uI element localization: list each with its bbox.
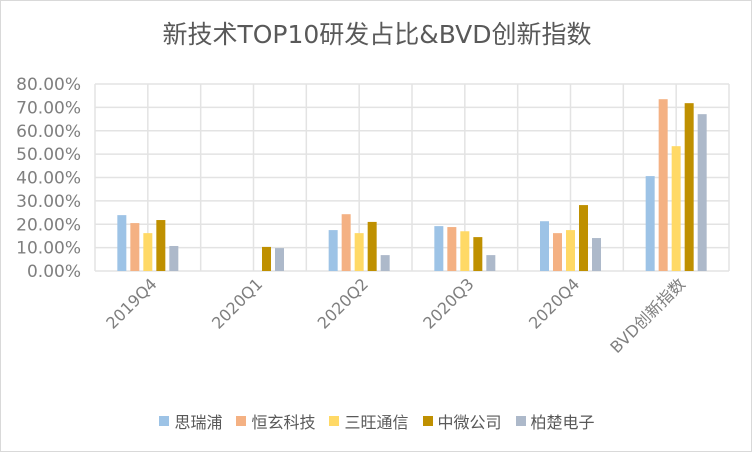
legend-item: 柏楚电子 [515,409,595,433]
bar-三旺通信 [566,230,575,271]
legend-label: 思瑞浦 [174,413,223,432]
x-tick-label: 2020Q1 [208,274,266,332]
bar-思瑞浦 [645,176,655,271]
bar-恒玄科技 [130,223,140,271]
bar-中微公司 [473,237,483,271]
bar-中微公司 [156,220,166,271]
y-tick-label: 70.00% [16,98,81,118]
bar-柏楚电子 [697,114,707,271]
legend-label: 三旺通信 [344,413,409,432]
legend: 思瑞浦 恒玄科技 三旺通信 中微公司 柏楚电子 [1,409,751,433]
y-tick-label: 0.00% [27,262,81,282]
legend-swatch [515,416,526,426]
legend-swatch [422,416,433,426]
legend-swatch [236,416,247,426]
y-tick-label: 50.00% [16,145,81,165]
bar-思瑞浦 [117,215,127,271]
legend-item: 恒玄科技 [236,409,315,433]
bar-恒玄科技 [341,214,351,271]
y-tick-label: 60.00% [16,122,81,142]
bar-恒玄科技 [447,227,457,271]
bar-柏楚电子 [275,248,284,271]
y-tick-label: 80.00% [16,75,81,95]
bar-三旺通信 [354,233,364,271]
bar-中微公司 [262,246,271,271]
y-tick-label: 20.00% [16,215,81,235]
x-tick-label: BVD创新指数 [606,274,689,357]
bar-思瑞浦 [328,230,338,271]
x-tick-label: 2020Q4 [525,274,583,332]
x-tick-label: 2020Q3 [419,274,477,332]
legend-swatch [159,416,170,426]
bar-柏楚电子 [592,238,601,271]
bar-中微公司 [684,103,694,271]
bar-思瑞浦 [434,226,444,271]
chart-title: 新技术TOP10研发占比&BVD创新指数 [162,20,592,49]
y-tick-label: 40.00% [16,169,81,189]
bar-中微公司 [367,221,377,271]
bar-三旺通信 [460,231,470,271]
bar-柏楚电子 [169,245,179,271]
legend-item: 中微公司 [422,409,502,433]
bar-柏楚电子 [486,255,496,271]
legend-item: 三旺通信 [329,409,409,433]
bar-思瑞浦 [540,221,549,271]
x-tick-label: 2019Q4 [102,274,160,332]
legend-label: 柏楚电子 [530,413,595,432]
legend-swatch [329,416,340,426]
x-tick-label: 2020Q2 [314,274,372,332]
bar-中微公司 [579,205,588,271]
y-tick-label: 30.00% [16,192,81,212]
y-tick-label: 10.00% [16,239,81,259]
legend-label: 中微公司 [437,413,502,432]
bar-三旺通信 [671,146,681,271]
bar-柏楚电子 [380,255,390,271]
bar-恒玄科技 [658,99,668,271]
legend-label: 恒玄科技 [251,413,316,432]
legend-item: 思瑞浦 [159,409,222,433]
bar-恒玄科技 [553,233,562,271]
bar-三旺通信 [143,233,153,271]
